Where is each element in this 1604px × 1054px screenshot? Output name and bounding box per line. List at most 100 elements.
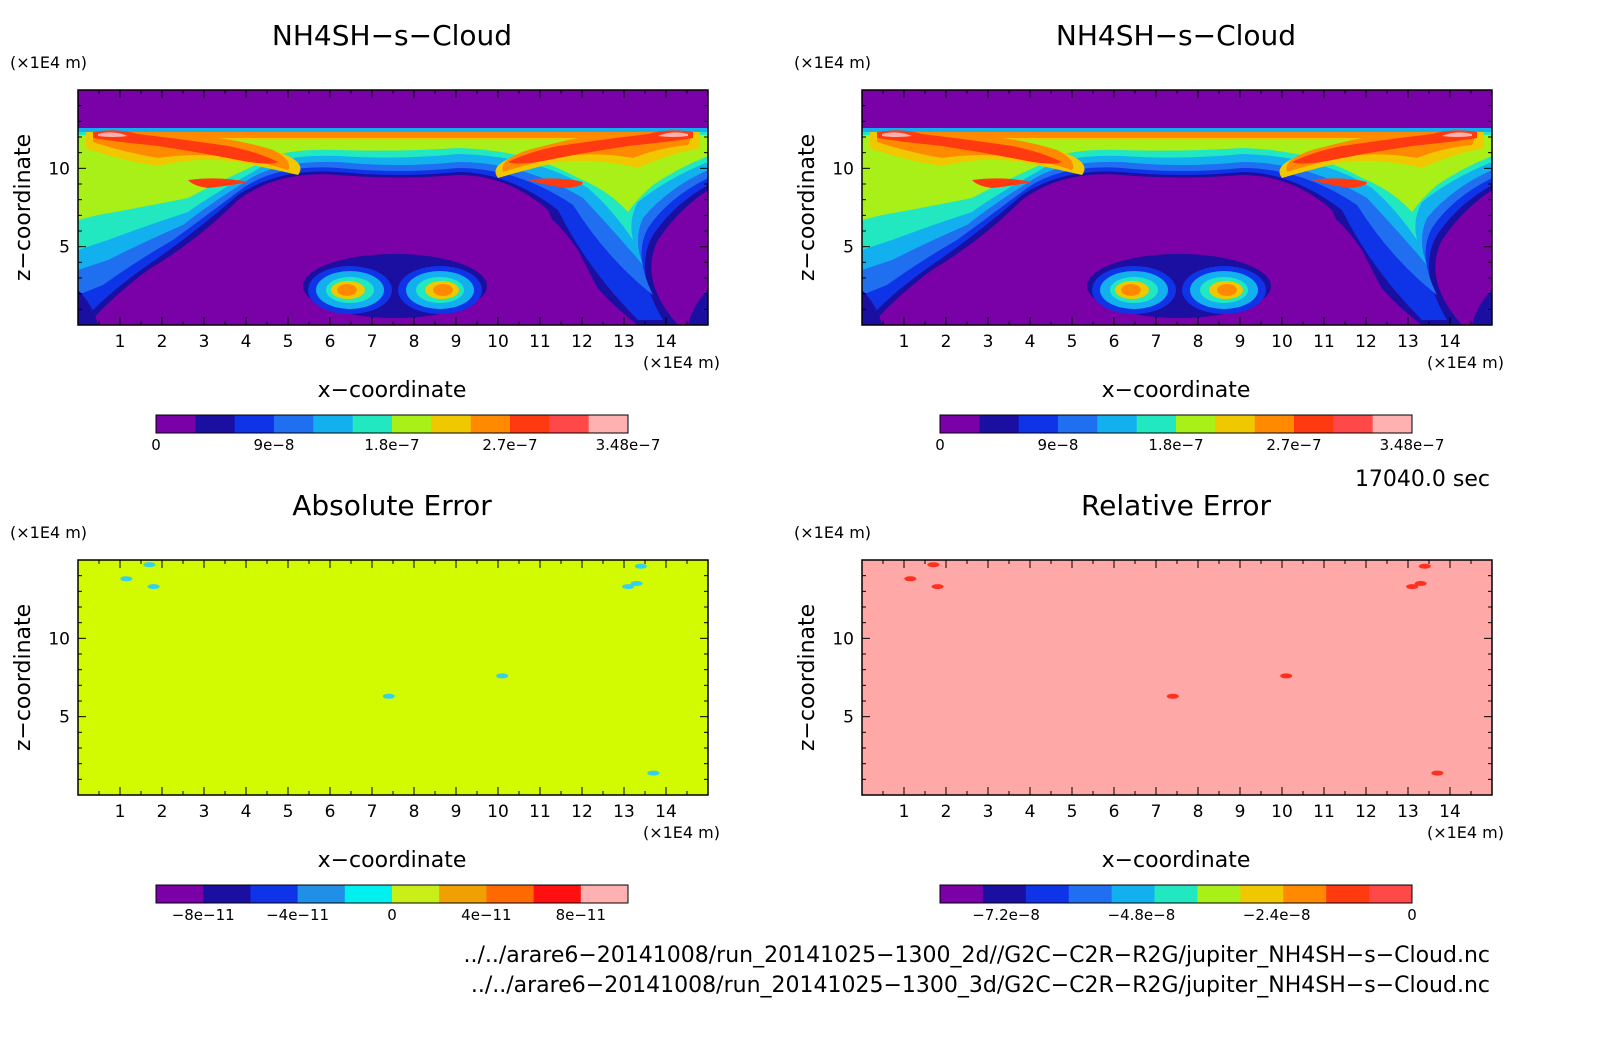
colorbar-swatch bbox=[313, 415, 354, 433]
error-spot bbox=[1431, 770, 1444, 776]
colorbar-swatch bbox=[234, 415, 275, 433]
x-tick-label: 6 bbox=[325, 332, 336, 352]
y-tick-label: 5 bbox=[843, 708, 854, 728]
x-tick-label: 8 bbox=[409, 332, 420, 352]
cloud-field bbox=[862, 90, 1492, 325]
colorbar-tick-label: 9e−8 bbox=[1038, 436, 1079, 454]
error-spot bbox=[1418, 563, 1431, 569]
y-tick-label: 5 bbox=[843, 238, 854, 258]
y-unit-label: (×1E4 m) bbox=[10, 53, 87, 72]
x-tick-label: 6 bbox=[1109, 802, 1120, 822]
y-axis-label: z−coordinate bbox=[11, 134, 36, 281]
x-tick-label: 8 bbox=[1193, 332, 1204, 352]
x-tick-label: 12 bbox=[571, 332, 593, 352]
colorbar-swatch bbox=[470, 415, 511, 433]
error-spot bbox=[1414, 581, 1427, 586]
error-field bbox=[78, 560, 708, 795]
x-tick-label: 7 bbox=[367, 802, 378, 822]
x-tick-label: 8 bbox=[1193, 802, 1204, 822]
x-tick-label: 13 bbox=[1397, 332, 1419, 352]
error-spot bbox=[630, 581, 643, 586]
x-tick-label: 8 bbox=[409, 802, 420, 822]
x-tick-label: 2 bbox=[157, 332, 168, 352]
colorbar-tick-label: 8e−11 bbox=[556, 906, 606, 924]
error-spot bbox=[147, 584, 160, 590]
colorbar-tick-label: 2.7e−7 bbox=[482, 436, 537, 454]
y-tick-label: 10 bbox=[48, 159, 70, 179]
y-tick-label: 5 bbox=[59, 708, 70, 728]
colorbar-swatch bbox=[392, 885, 440, 903]
error-spot bbox=[1280, 673, 1293, 679]
colorbar-tick-label: −4.8e−8 bbox=[1108, 906, 1176, 924]
x-tick-label: 14 bbox=[655, 332, 677, 352]
colorbar-swatch bbox=[1333, 415, 1374, 433]
footer-file-path-3d: ../../arare6−20141008/run_20141025−1300_… bbox=[471, 973, 1490, 998]
error-spot bbox=[647, 770, 660, 776]
colorbar-swatch bbox=[1372, 415, 1413, 433]
colorbar-tick-label: 0 bbox=[151, 436, 161, 454]
y-axis-label: z−coordinate bbox=[795, 604, 820, 751]
chart-title: Absolute Error bbox=[292, 489, 492, 522]
colorbar-swatch bbox=[533, 885, 582, 903]
error-spot bbox=[927, 562, 940, 568]
x-tick-label: 4 bbox=[241, 802, 252, 822]
x-axis-label: x−coordinate bbox=[318, 848, 467, 873]
x-tick-label: 13 bbox=[613, 802, 635, 822]
x-tick-label: 9 bbox=[451, 332, 462, 352]
x-tick-label: 5 bbox=[283, 802, 294, 822]
error-spot bbox=[143, 562, 156, 568]
x-tick-label: 7 bbox=[367, 332, 378, 352]
colorbar-swatch bbox=[274, 415, 314, 433]
colorbar-tick-label: 0 bbox=[1407, 906, 1417, 924]
x-tick-label: 12 bbox=[1355, 802, 1377, 822]
colorbar-tick-label: 9e−8 bbox=[254, 436, 295, 454]
chart-panel-3: Absolute Error(×1E4 m)1 2 3 4 5 6 7 8 9 10 11 12 13 1… bbox=[10, 489, 720, 924]
x-tick-label: 3 bbox=[983, 332, 994, 352]
colorbar-frame bbox=[939, 884, 1413, 904]
colorbar-tick-label: 1.8e−7 bbox=[364, 436, 419, 454]
chart-panel-2: NH4SH−s−Cloud(×1E4 m)1 2 3 4 5 6 7 8 9 10 11 12 13 14… bbox=[794, 19, 1504, 454]
error-spot bbox=[622, 584, 635, 590]
x-tick-label: 1 bbox=[899, 802, 910, 822]
y-tick-label: 10 bbox=[832, 629, 854, 649]
x-tick-label: 11 bbox=[1313, 332, 1335, 352]
colorbar-tick-label: 0 bbox=[387, 906, 397, 924]
x-tick-label: 13 bbox=[1397, 802, 1419, 822]
y-unit-label: (×1E4 m) bbox=[794, 53, 871, 72]
x-unit-label: (×1E4 m) bbox=[1427, 823, 1504, 842]
colorbar-swatch bbox=[1240, 885, 1284, 903]
error-spot bbox=[634, 563, 647, 569]
colorbar-swatch bbox=[979, 415, 1020, 433]
x-tick-label: 6 bbox=[1109, 332, 1120, 352]
x-tick-label: 2 bbox=[157, 802, 168, 822]
x-tick-label: 4 bbox=[1025, 332, 1036, 352]
x-axis-label: x−coordinate bbox=[318, 378, 467, 403]
colorbar-swatch bbox=[156, 415, 196, 433]
x-tick-label: 11 bbox=[529, 332, 551, 352]
colorbar-swatch bbox=[1111, 885, 1156, 903]
time-label: 17040.0 sec bbox=[1355, 467, 1490, 492]
x-tick-label: 10 bbox=[487, 802, 509, 822]
x-tick-label: 3 bbox=[199, 332, 210, 352]
colorbar-swatch bbox=[1097, 415, 1138, 433]
colorbar-swatch bbox=[1294, 415, 1334, 433]
colorbar-frame bbox=[155, 414, 629, 434]
x-tick-label: 2 bbox=[941, 332, 952, 352]
x-axis-label: x−coordinate bbox=[1102, 378, 1251, 403]
colorbar-tick-label: 2.7e−7 bbox=[1266, 436, 1321, 454]
colorbar-swatch bbox=[392, 415, 432, 433]
colorbar-swatch bbox=[203, 885, 251, 903]
chart-panel-1: NH4SH−s−Cloud(×1E4 m)1 2 3 4 5 6 7 8 9 10 11 12 13 14… bbox=[10, 19, 720, 454]
colorbar-swatch bbox=[439, 885, 487, 903]
colorbar-swatch bbox=[195, 415, 236, 433]
colorbar-swatch bbox=[982, 885, 1027, 903]
colorbar-swatch bbox=[1136, 415, 1177, 433]
colorbar-swatch bbox=[344, 885, 393, 903]
error-spot bbox=[931, 584, 944, 590]
x-tick-label: 3 bbox=[983, 802, 994, 822]
colorbar-swatch bbox=[1058, 415, 1098, 433]
footer-file-path-2d: ../../arare6−20141008/run_20141025−1300_… bbox=[463, 943, 1490, 968]
colorbar-swatch bbox=[588, 415, 629, 433]
chart-title: Relative Error bbox=[1081, 489, 1272, 522]
